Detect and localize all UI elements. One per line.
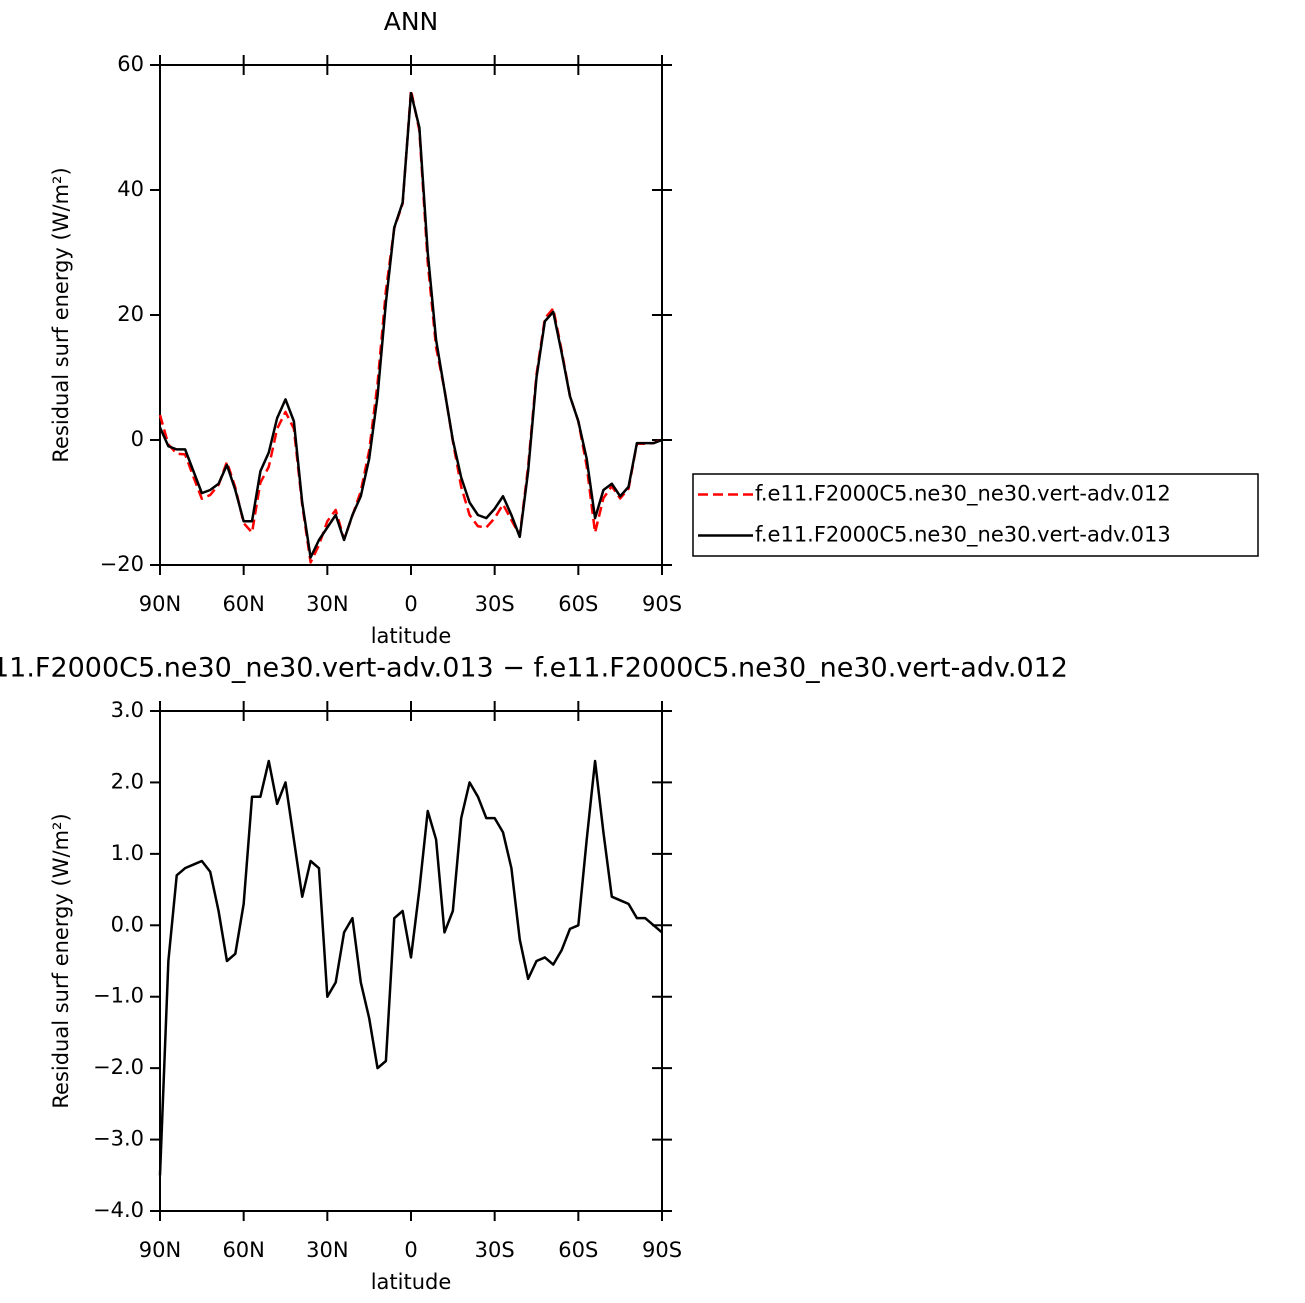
chart-title: ANN	[384, 7, 439, 36]
x-axis-label: latitude	[371, 624, 452, 648]
x-tick-label: 60N	[222, 1238, 264, 1262]
x-tick-label: 90N	[139, 1238, 181, 1262]
y-tick-label: −3.0	[93, 1127, 144, 1151]
y-tick-label: 1.0	[111, 841, 144, 865]
y-tick-label: −4.0	[93, 1198, 144, 1222]
y-axis-label: Residual surf energy (W/m²)	[49, 167, 73, 462]
legend-box	[692, 473, 1259, 557]
x-tick-label: 30S	[475, 1238, 515, 1262]
x-tick-label: 90N	[139, 592, 181, 616]
x-tick-label: 90S	[642, 592, 682, 616]
x-tick-label: 30S	[475, 592, 515, 616]
y-axis-label: Residual surf energy (W/m²)	[49, 813, 73, 1108]
plot-frame	[159, 710, 663, 1212]
x-axis-label: latitude	[371, 1270, 452, 1294]
x-tick-label: 60S	[558, 1238, 598, 1262]
legend-label: f.e11.F2000C5.ne30_ne30.vert-adv.013	[755, 523, 1171, 548]
y-tick-label: 0.0	[111, 912, 144, 936]
y-tick-label: 20	[117, 302, 144, 326]
x-tick-label: 0	[404, 592, 417, 616]
y-tick-label: −1.0	[93, 984, 144, 1008]
series-line	[158, 91, 663, 559]
chart-title: f.e11.F2000C5.ne30_ne30.vert-adv.013 − f…	[0, 653, 1068, 684]
y-tick-label: 60	[117, 52, 144, 76]
x-tick-label: 60S	[558, 592, 598, 616]
x-tick-label: 30N	[306, 1238, 348, 1262]
x-tick-label: 0	[404, 1238, 417, 1262]
y-tick-label: 2.0	[111, 769, 144, 793]
y-tick-label: 0	[131, 427, 144, 451]
x-tick-label: 30N	[306, 592, 348, 616]
y-tick-label: 40	[117, 177, 144, 201]
series-line	[158, 759, 663, 1176]
x-tick-label: 60N	[222, 592, 264, 616]
y-tick-label: −20	[100, 552, 144, 576]
y-tick-label: 3.0	[111, 698, 144, 722]
x-tick-label: 90S	[642, 1238, 682, 1262]
y-tick-label: −2.0	[93, 1055, 144, 1079]
legend-label: f.e11.F2000C5.ne30_ne30.vert-adv.012	[755, 482, 1171, 507]
